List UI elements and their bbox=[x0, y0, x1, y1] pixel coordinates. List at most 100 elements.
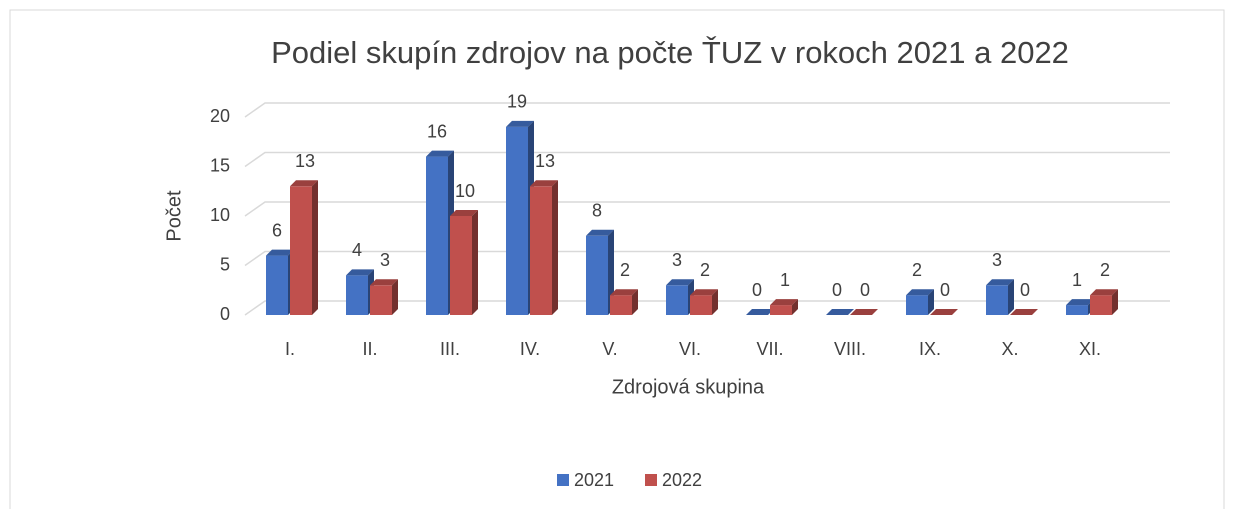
bar-top bbox=[666, 279, 694, 286]
grid-line bbox=[244, 201, 1170, 217]
legend-swatch bbox=[645, 474, 657, 486]
value-label: 4 bbox=[352, 240, 362, 260]
bar-front bbox=[986, 285, 1008, 315]
bar bbox=[530, 180, 558, 315]
bar-top bbox=[290, 180, 318, 187]
value-label: 13 bbox=[535, 151, 555, 171]
bar bbox=[586, 229, 614, 315]
bar-top bbox=[266, 249, 294, 256]
bar-front bbox=[610, 295, 632, 315]
x-tick-label: XI. bbox=[1079, 339, 1101, 359]
value-label: 8 bbox=[592, 201, 602, 221]
bar-front bbox=[1066, 305, 1088, 315]
bar bbox=[906, 289, 934, 315]
bar-top bbox=[850, 309, 878, 315]
bar bbox=[346, 269, 374, 315]
bar-top bbox=[1090, 289, 1118, 296]
value-label: 3 bbox=[672, 250, 682, 270]
bar-front bbox=[266, 255, 288, 315]
value-label: 1 bbox=[780, 270, 790, 290]
bar-front bbox=[906, 295, 928, 315]
bar bbox=[426, 150, 454, 315]
bar-side bbox=[392, 279, 398, 315]
bar-side bbox=[1112, 289, 1118, 315]
bar-top bbox=[610, 289, 638, 296]
x-tick-label: I. bbox=[285, 339, 295, 359]
y-tick-label: 10 bbox=[210, 205, 230, 225]
legend-swatch bbox=[557, 474, 569, 486]
bar-top bbox=[906, 289, 934, 296]
value-label: 3 bbox=[380, 250, 390, 270]
bar-front bbox=[690, 295, 712, 315]
bar-top bbox=[370, 279, 398, 286]
bar-side bbox=[928, 289, 934, 315]
y-tick-label: 20 bbox=[210, 106, 230, 126]
bar-top bbox=[1010, 309, 1038, 315]
bar bbox=[770, 299, 798, 315]
value-label: 1 bbox=[1072, 270, 1082, 290]
chart-title: Podiel skupín zdrojov na počte ŤUZ v rok… bbox=[271, 35, 1069, 70]
bar bbox=[666, 279, 694, 315]
bar bbox=[986, 279, 1014, 315]
bar bbox=[610, 289, 638, 315]
bar bbox=[370, 279, 398, 315]
y-tick-label: 0 bbox=[220, 304, 230, 324]
x-axis-title: Zdrojová skupina bbox=[612, 376, 765, 398]
bar-front bbox=[666, 285, 688, 315]
bar-top bbox=[426, 150, 454, 157]
value-label: 16 bbox=[427, 121, 447, 141]
x-tick-label: VI. bbox=[679, 339, 701, 359]
bar-front bbox=[346, 275, 368, 315]
bar bbox=[1090, 289, 1118, 315]
bar-top bbox=[690, 289, 718, 296]
grid-line bbox=[244, 151, 1170, 168]
value-label: 2 bbox=[700, 260, 710, 280]
y-tick-label: 5 bbox=[220, 254, 230, 274]
bar bbox=[450, 210, 478, 315]
legend-label: 2022 bbox=[662, 470, 702, 490]
x-tick-label: X. bbox=[1001, 339, 1018, 359]
value-label: 2 bbox=[912, 260, 922, 280]
bar bbox=[290, 180, 318, 315]
bar bbox=[850, 309, 878, 315]
bar-top bbox=[746, 309, 774, 315]
value-label: 2 bbox=[620, 260, 630, 280]
bar-side bbox=[792, 299, 798, 315]
bar bbox=[826, 309, 854, 315]
value-label: 2 bbox=[1100, 260, 1110, 280]
bar bbox=[1066, 299, 1094, 315]
value-label: 13 bbox=[295, 151, 315, 171]
bar-top bbox=[506, 120, 534, 127]
x-tick-label: III. bbox=[440, 339, 460, 359]
value-label: 0 bbox=[860, 280, 870, 300]
bar-front bbox=[290, 186, 312, 315]
y-axis-title: Počet bbox=[163, 190, 185, 242]
value-label: 6 bbox=[272, 220, 282, 240]
bar-top bbox=[530, 180, 558, 187]
legend-label: 2021 bbox=[574, 470, 614, 490]
x-tick-label: II. bbox=[362, 339, 377, 359]
value-label: 10 bbox=[455, 181, 475, 201]
x-tick-label: IV. bbox=[520, 339, 540, 359]
value-label: 19 bbox=[507, 92, 527, 112]
bar-side bbox=[312, 180, 318, 315]
bar-side bbox=[632, 289, 638, 315]
value-label: 3 bbox=[992, 250, 1002, 270]
value-label: 0 bbox=[940, 280, 950, 300]
value-label: 0 bbox=[752, 280, 762, 300]
bar-top bbox=[586, 229, 614, 236]
y-tick-label: 15 bbox=[210, 155, 230, 175]
bar-front bbox=[370, 285, 392, 315]
x-tick-label: VII. bbox=[756, 339, 783, 359]
bar bbox=[266, 249, 294, 315]
grid-line bbox=[244, 102, 1170, 118]
bar-front bbox=[506, 126, 528, 316]
x-tick-label: V. bbox=[602, 339, 617, 359]
bar-front bbox=[1090, 295, 1112, 315]
bar-top bbox=[930, 309, 958, 315]
bar bbox=[930, 309, 958, 315]
x-tick-label: VIII. bbox=[834, 339, 866, 359]
bar bbox=[690, 289, 718, 315]
bar-front bbox=[426, 156, 448, 315]
